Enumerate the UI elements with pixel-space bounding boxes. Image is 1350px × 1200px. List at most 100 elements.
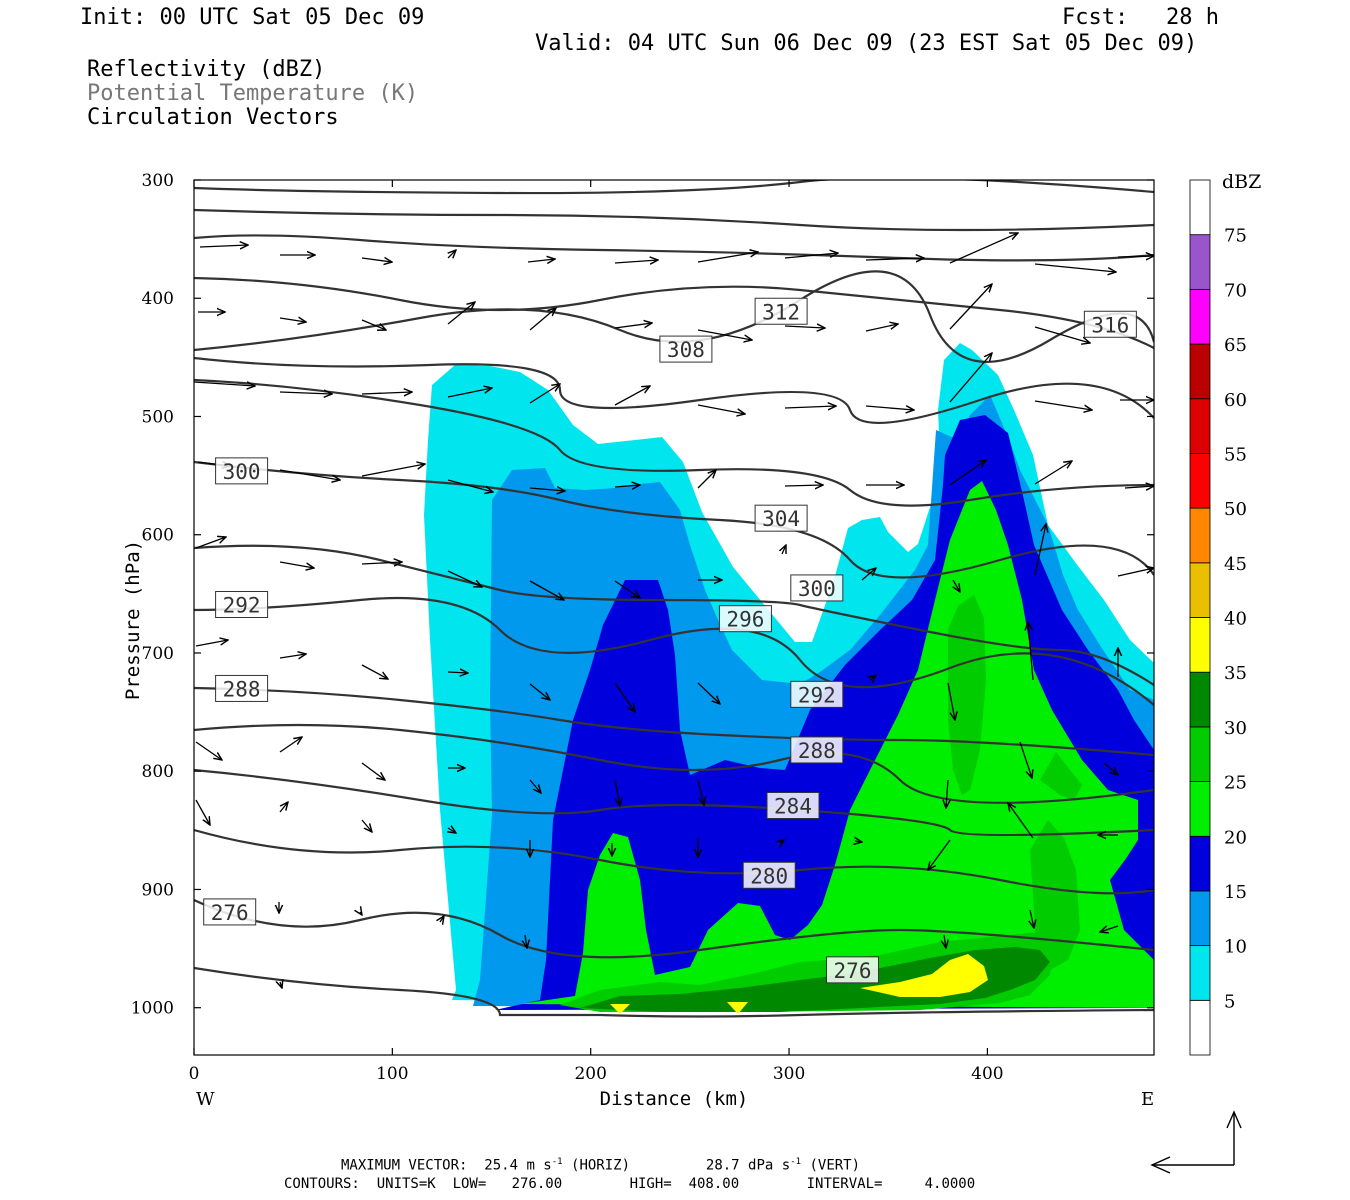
refl-25dbz — [948, 595, 986, 795]
theta-contour-label: 316 — [1083, 310, 1137, 338]
colorbar-swatch — [1189, 179, 1211, 236]
y-tick-label: 400 — [142, 289, 174, 309]
theta-label-box — [215, 590, 269, 618]
colorbar-swatch — [1189, 890, 1211, 947]
theta-label-box — [718, 605, 772, 633]
refl-35dbz — [860, 954, 988, 997]
y-axis-ticks: 300 400 500 600 700 800 900 1000 — [131, 171, 1154, 1019]
colorbar-level-label: 65 — [1224, 335, 1247, 356]
colorbar-level-label: 5 — [1224, 991, 1235, 1012]
theta-contour-label: 292 — [790, 680, 844, 708]
forecast-label: Fcst: — [1062, 5, 1129, 30]
theta-label-box — [203, 898, 257, 926]
west-label: W — [196, 1089, 215, 1110]
theta-label-text: 284 — [774, 795, 812, 819]
colorbar-level-label: 15 — [1224, 882, 1247, 903]
x-axis-label: Distance (km) — [600, 1088, 749, 1110]
theta-contour-label: 300 — [790, 574, 844, 602]
colorbar-swatch — [1189, 726, 1211, 782]
y-tick-label: 300 — [142, 171, 174, 191]
theta-label-box — [790, 680, 844, 708]
colorbar-swatch — [1189, 671, 1211, 728]
theta-contour-label: 276 — [826, 956, 880, 984]
theta-contour-label: 308 — [659, 335, 713, 363]
colorbar-level-label: 55 — [1224, 444, 1247, 465]
circulation-vectors — [194, 233, 1154, 988]
theta-label-text: 304 — [762, 507, 800, 531]
theta-contour-label: 280 — [742, 861, 796, 889]
colorbar-swatch — [1189, 453, 1211, 509]
theta-contour-label: 288 — [215, 674, 269, 702]
colorbar-swatch — [1189, 781, 1211, 837]
max-vector-horiz: 25.4 m s — [484, 1157, 552, 1174]
theta-label-box — [826, 956, 880, 984]
theta-label-text: 288 — [798, 739, 836, 763]
y-axis-label: Pressure (hPa) — [122, 540, 144, 700]
max-vector-label: MAXIMUM VECTOR: — [341, 1157, 468, 1174]
horiz-tag: (HORIZ) — [571, 1157, 631, 1174]
colorbar-swatch — [1189, 617, 1211, 673]
theta-label-text: 308 — [667, 338, 705, 362]
y-tick-label: 700 — [142, 644, 174, 664]
theta-contour-label: 312 — [754, 297, 808, 325]
theta-label-box — [742, 861, 796, 889]
colorbar-title: dBZ — [1222, 171, 1261, 193]
colorbar: 5 10 15 20 25 30 35 40 45 50 55 60 65 70 75 — [1189, 179, 1247, 1056]
theta-contour-label: 292 — [215, 590, 269, 618]
init-time: Init: 00 UTC Sat 05 Dec 09 — [80, 5, 425, 30]
colorbar-level-label: 75 — [1224, 226, 1247, 247]
theta-label-box — [754, 504, 808, 532]
theta-contour-label: 276 — [203, 898, 257, 926]
theta-label-box — [215, 457, 269, 485]
max-vector-vert: 28.7 dPa s — [705, 1157, 791, 1174]
theta-contour-label: 296 — [718, 605, 772, 633]
colorbar-swatch — [1189, 234, 1211, 290]
x-tick-label: 200 — [574, 1064, 606, 1084]
y-tick-label: 800 — [142, 762, 174, 782]
theta-label-text: 276 — [211, 901, 249, 925]
field-theta: Potential Temperature (K) — [87, 81, 419, 106]
colorbar-swatch — [1189, 835, 1211, 892]
x-tick-label: 0 — [189, 1064, 200, 1084]
colorbar-level-label: 40 — [1224, 609, 1247, 630]
theta-contour-label: 288 — [790, 736, 844, 764]
theta-label-box — [215, 674, 269, 702]
colorbar-level-label: 25 — [1224, 773, 1247, 794]
theta-contour-label: 300 — [215, 457, 269, 485]
refl-25dbz-b — [1040, 752, 1082, 800]
colorbar-level-label: 50 — [1224, 499, 1247, 520]
theta-label-box — [754, 297, 808, 325]
plot-frame — [193, 179, 1155, 1056]
refl-20dbz — [520, 481, 1154, 1008]
field-reflectivity: Reflectivity (dBZ) — [87, 57, 326, 82]
theta-label-box — [790, 574, 844, 602]
colorbar-swatch — [1189, 999, 1211, 1056]
colorbar-level-label: 20 — [1224, 827, 1247, 848]
colorbar-swatch — [1189, 398, 1211, 454]
field-vectors: Circulation Vectors — [87, 105, 339, 130]
theta-contour-label: 284 — [766, 792, 820, 820]
x-tick-label: 400 — [971, 1064, 1003, 1084]
refl-35dbz-c — [727, 1002, 748, 1014]
theta-contour-label: 304 — [754, 504, 808, 532]
theta-label-box — [766, 792, 820, 820]
refl-35dbz-b — [610, 1004, 630, 1014]
valid-time: Valid: 04 UTC Sun 06 Dec 09 (23 EST Sat … — [535, 31, 1198, 56]
x-axis-ticks: 0 100 200 300 400 — [189, 180, 1004, 1084]
max-vector-line: MAXIMUM VECTOR: 25.4 m s-1 (HORIZ) 28.7 … — [341, 1157, 860, 1174]
theta-label-box — [1083, 310, 1137, 338]
theta-label-text: 316 — [1091, 313, 1129, 337]
y-tick-label: 600 — [142, 526, 174, 546]
forecast-hours: 28 h — [1166, 5, 1219, 30]
colorbar-swatch — [1189, 288, 1211, 345]
colorbar-level-label: 45 — [1224, 554, 1247, 575]
y-tick-label: 900 — [142, 880, 174, 900]
x-tick-label: 300 — [773, 1064, 805, 1084]
east-label: E — [1141, 1089, 1154, 1110]
colorbar-swatch — [1189, 945, 1211, 1001]
theta-label-box — [659, 335, 713, 363]
colorbar-swatch — [1189, 507, 1211, 564]
theta-label-text: 300 — [798, 577, 836, 601]
theta-label-text: 288 — [223, 677, 261, 701]
vert-tag: (VERT) — [809, 1157, 861, 1174]
